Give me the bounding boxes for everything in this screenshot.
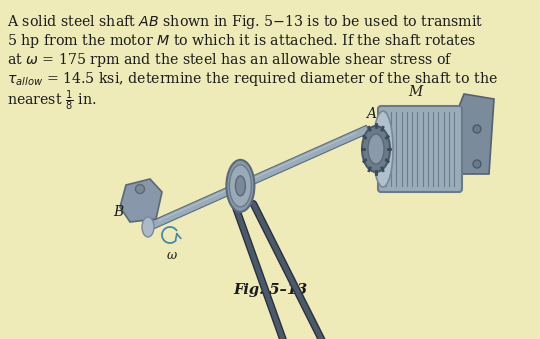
Text: M: M (408, 85, 422, 99)
FancyBboxPatch shape (378, 106, 462, 192)
Ellipse shape (230, 165, 252, 207)
Ellipse shape (368, 134, 384, 164)
Text: A: A (366, 107, 376, 121)
Ellipse shape (226, 160, 254, 212)
Ellipse shape (473, 125, 481, 133)
Ellipse shape (136, 184, 145, 194)
Text: $\tau_{\it{allow}}$ = 14.5 ksi, determine the required diameter of the shaft to : $\tau_{\it{allow}}$ = 14.5 ksi, determin… (7, 70, 498, 88)
Text: 5 hp from the motor $\it{M}$ to which it is attached. If the shaft rotates: 5 hp from the motor $\it{M}$ to which it… (7, 32, 476, 50)
Text: A solid steel shaft $\it{AB}$ shown in Fig. 5$-$13 is to be used to transmit: A solid steel shaft $\it{AB}$ shown in F… (7, 13, 483, 31)
Polygon shape (454, 94, 494, 174)
Ellipse shape (430, 109, 454, 189)
Text: ω: ω (167, 249, 177, 262)
Ellipse shape (362, 126, 390, 172)
Polygon shape (146, 125, 369, 231)
Ellipse shape (142, 217, 154, 237)
Text: B: B (113, 205, 123, 219)
Polygon shape (158, 132, 356, 221)
Ellipse shape (473, 160, 481, 168)
Text: nearest $\frac{1}{8}$ in.: nearest $\frac{1}{8}$ in. (7, 89, 97, 114)
Ellipse shape (373, 111, 393, 187)
Text: at $\it{\omega}$ = 175 rpm and the steel has an allowable shear stress of: at $\it{\omega}$ = 175 rpm and the steel… (7, 51, 453, 69)
Polygon shape (120, 179, 162, 222)
Text: Fig. 5–13: Fig. 5–13 (233, 283, 307, 297)
Ellipse shape (235, 176, 245, 196)
